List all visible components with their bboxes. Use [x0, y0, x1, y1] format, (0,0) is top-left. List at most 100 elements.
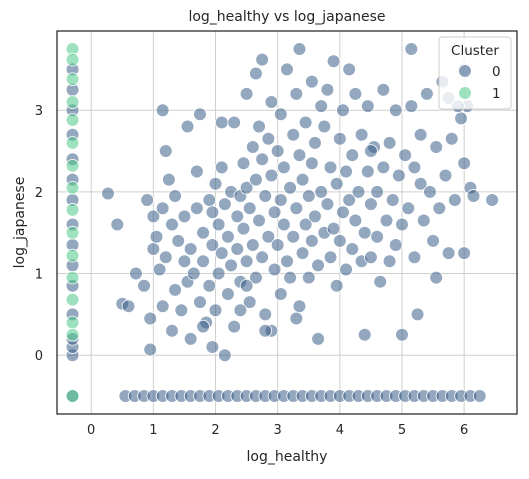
scatter-point-cluster-0 — [186, 266, 201, 281]
scatter-point-cluster-0 — [364, 250, 378, 265]
scatter-point-cluster-0 — [270, 144, 285, 158]
scatter-point-cluster-0 — [336, 103, 350, 118]
scatter-point-cluster-0 — [221, 287, 235, 301]
scatter-point-cluster-0 — [273, 287, 288, 301]
scatter-point-cluster-0 — [292, 299, 307, 314]
scatter-point-cluster-0 — [301, 189, 316, 203]
scatter-point-cluster-0 — [252, 213, 266, 228]
data-points — [65, 42, 499, 403]
scatter-point-cluster-0 — [320, 82, 335, 97]
x-axis-label: log_healthy — [247, 449, 328, 465]
scatter-point-cluster-0 — [261, 229, 276, 244]
scatter-point-cluster-0 — [205, 340, 220, 354]
scatter-point-cluster-0 — [357, 225, 372, 240]
scatter-point-cluster-0 — [277, 160, 291, 175]
scatter-point-cluster-0 — [395, 327, 409, 342]
scatter-point-cluster-0 — [348, 87, 363, 101]
scatter-point-cluster-0 — [255, 250, 269, 265]
scatter-point-cluster-0 — [239, 87, 254, 101]
scatter-point-cluster-0 — [155, 299, 170, 314]
scatter-point-cluster-0 — [180, 119, 195, 134]
scatter-point-cluster-0 — [286, 127, 301, 142]
scatter-point-cluster-0 — [165, 217, 179, 232]
scatter-point-cluster-1 — [65, 95, 80, 109]
scatter-point-cluster-0 — [149, 229, 164, 244]
scatter-point-cluster-0 — [311, 332, 325, 346]
x-tick-label: 1 — [149, 423, 157, 438]
scatter-point-cluster-0 — [407, 160, 422, 175]
scatter-point-cluster-0 — [252, 119, 266, 134]
scatter-point-cluster-0 — [305, 234, 319, 248]
scatter-point-cluster-0 — [205, 205, 220, 220]
scatter-point-cluster-0 — [155, 201, 170, 216]
scatter-point-cluster-0 — [140, 193, 154, 207]
scatter-point-cluster-0 — [230, 242, 245, 256]
scatter-point-cluster-0 — [410, 307, 425, 322]
legend-marker-cluster-0 — [458, 64, 472, 78]
legend-box — [438, 36, 512, 110]
scatter-point-cluster-0 — [249, 270, 263, 285]
scatter-point-cluster-0 — [239, 278, 254, 293]
scatter-point-cluster-0 — [236, 156, 251, 171]
scatter-point-cluster-0 — [364, 144, 378, 158]
scatter-point-cluster-0 — [158, 250, 173, 265]
scatter-point-cluster-0 — [361, 99, 375, 113]
scatter-point-cluster-0 — [376, 160, 391, 175]
scatter-point-cluster-0 — [472, 389, 487, 403]
scatter-point-cluster-0 — [190, 164, 204, 179]
scatter-point-cluster-0 — [196, 254, 210, 269]
scatter-point-cluster-0 — [168, 283, 182, 297]
scatter-point-cluster-1 — [65, 248, 80, 263]
scatter-point-cluster-0 — [224, 258, 238, 273]
y-tick-label: 1 — [35, 268, 43, 283]
scatter-point-cluster-0 — [407, 250, 422, 265]
x-tick-label: 0 — [87, 423, 95, 438]
scatter-point-cluster-0 — [214, 115, 229, 130]
scatter-point-cluster-0 — [382, 136, 397, 150]
scatter-point-cluster-0 — [174, 303, 189, 318]
scatter-point-cluster-0 — [129, 266, 143, 281]
scatter-point-cluster-0 — [255, 52, 269, 67]
scatter-point-cluster-1 — [65, 180, 80, 195]
legend-label-cluster-0: 0 — [492, 64, 501, 80]
scatter-point-cluster-0 — [110, 217, 125, 232]
scatter-point-cluster-0 — [314, 99, 328, 113]
scatter-point-cluster-0 — [329, 278, 344, 293]
x-tick-label: 3 — [274, 423, 282, 438]
scatter-point-cluster-0 — [214, 160, 229, 175]
scatter-point-cluster-0 — [448, 193, 462, 207]
scatter-point-cluster-0 — [379, 213, 394, 228]
scatter-point-cluster-0 — [246, 238, 260, 252]
legend-title: Cluster — [451, 43, 499, 59]
scatter-point-cluster-0 — [242, 201, 257, 216]
scatter-point-cluster-0 — [416, 213, 431, 228]
scatter-point-cluster-0 — [255, 152, 269, 167]
scatter-point-cluster-0 — [370, 185, 384, 199]
scatter-point-cluster-0 — [398, 148, 412, 162]
scatter-point-cluster-0 — [202, 193, 217, 207]
scatter-point-cluster-0 — [218, 348, 232, 363]
scatter-point-cluster-0 — [246, 140, 260, 154]
scatter-point-cluster-0 — [348, 213, 363, 228]
scatter-point-cluster-0 — [152, 262, 167, 277]
scatter-point-cluster-0 — [280, 62, 294, 77]
scatter-point-cluster-0 — [277, 217, 291, 232]
y-tick-label: 0 — [35, 349, 43, 364]
scatter-point-cluster-0 — [218, 197, 232, 211]
scatter-point-cluster-0 — [420, 87, 434, 101]
chart-title: log_healthy vs log_japanese — [188, 9, 385, 25]
scatter-point-cluster-0 — [329, 176, 344, 191]
scatter-point-cluster-0 — [211, 266, 226, 281]
plot-frame — [56, 30, 518, 415]
scatter-point-cluster-0 — [236, 221, 251, 236]
scatter-point-cluster-0 — [143, 342, 158, 357]
x-tick-label: 4 — [336, 423, 344, 438]
scatter-point-cluster-0 — [457, 156, 471, 171]
scatter-point-cluster-0 — [283, 270, 297, 285]
scatter-point-cluster-0 — [292, 148, 307, 162]
scatter-point-cluster-0 — [264, 168, 279, 183]
scatter-point-cluster-0 — [298, 115, 313, 130]
scatter-point-cluster-0 — [429, 140, 443, 154]
